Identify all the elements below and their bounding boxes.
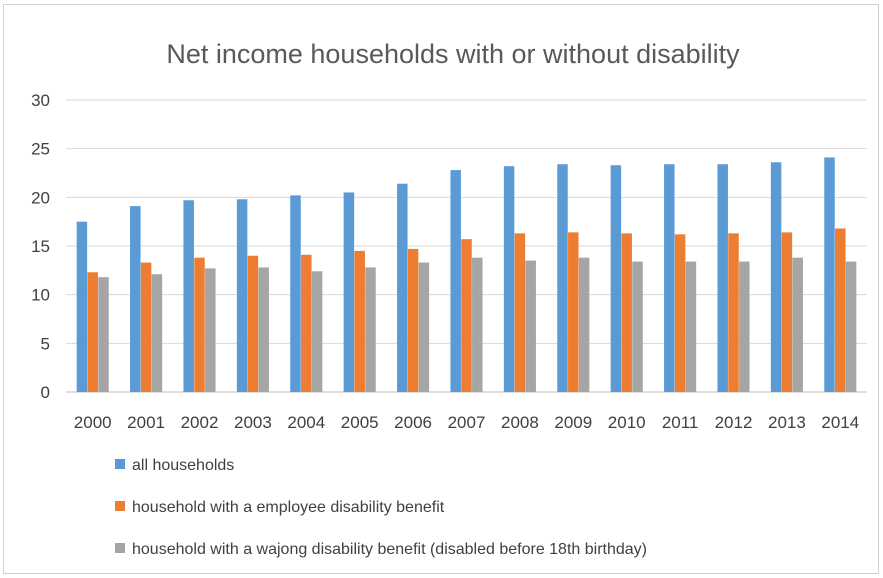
y-tick-label: 25 — [31, 140, 50, 159]
bar-2-2010 — [621, 233, 632, 392]
bar-1-2001 — [130, 206, 141, 392]
bar-2-2014 — [835, 228, 846, 392]
bar-1-2014 — [824, 157, 835, 392]
bar-3-2001 — [151, 274, 163, 392]
legend-swatch — [115, 501, 125, 511]
bar-2-2000 — [87, 272, 98, 392]
bar-1-2000 — [76, 221, 88, 392]
y-tick-label: 15 — [31, 237, 50, 256]
bar-3-2004 — [311, 271, 323, 392]
bar-1-2005 — [343, 192, 355, 392]
bar-3-2006 — [418, 262, 430, 392]
bar-1-2006 — [397, 183, 408, 392]
legend-label: household with a employee disability ben… — [132, 499, 445, 516]
bar-2-2001 — [140, 262, 152, 392]
x-axis: 2000 2001 2002 2003 2004 2005 2006 2007 2008 2009… — [74, 413, 859, 432]
bar-3-2009 — [578, 257, 590, 392]
x-tick-label: 2005 — [341, 413, 379, 432]
bar-2-2013 — [781, 232, 793, 392]
x-tick-label: 2000 — [74, 413, 112, 432]
bar-3-2000 — [98, 277, 109, 392]
y-tick-label: 10 — [31, 286, 50, 305]
bar-2-2003 — [247, 255, 259, 392]
legend-swatch — [115, 543, 125, 553]
bar-3-2010 — [632, 261, 643, 392]
x-tick-label: 2006 — [394, 413, 432, 432]
x-tick-label: 2011 — [662, 413, 699, 432]
y-tick-label: 30 — [31, 91, 50, 110]
y-tick-label: 20 — [31, 188, 50, 207]
x-tick-label: 2003 — [234, 413, 272, 432]
bar-1-2009 — [557, 164, 568, 392]
x-tick-label: 2009 — [554, 413, 592, 432]
bar-3-2014 — [845, 261, 857, 392]
x-tick-label: 2004 — [287, 413, 325, 432]
y-axis: 0 5 10 15 20 25 30 — [31, 91, 50, 402]
bar-3-2008 — [525, 260, 536, 392]
legend-label: all households — [132, 457, 234, 474]
bar-1-2008 — [503, 166, 515, 392]
bar-3-2003 — [258, 267, 269, 392]
chart-frame: Net income households with or without di… — [3, 4, 879, 574]
bar-1-2013 — [770, 162, 782, 392]
bar-2-2004 — [301, 254, 312, 392]
x-tick-label: 2008 — [501, 413, 539, 432]
bar-1-2002 — [183, 200, 194, 392]
y-tick-label: 5 — [41, 334, 50, 353]
x-tick-label: 2012 — [715, 413, 753, 432]
bar-2-2006 — [407, 248, 419, 392]
x-tick-label: 2013 — [768, 413, 806, 432]
bar-1-2012 — [717, 164, 728, 392]
chart-svg: Net income households with or without di… — [31, 39, 867, 558]
x-tick-label: 2007 — [448, 413, 486, 432]
legend: all households household with a employee … — [115, 457, 647, 558]
y-tick-label: 0 — [41, 383, 50, 402]
bar-3-2007 — [472, 257, 483, 392]
bar-2-2012 — [728, 233, 739, 392]
chart-title: Net income households with or without di… — [166, 39, 740, 69]
bar-2-2007 — [461, 239, 472, 392]
bars — [76, 157, 857, 392]
x-tick-label: 2002 — [181, 413, 219, 432]
bar-2-2008 — [514, 233, 526, 392]
bar-3-2011 — [685, 261, 697, 392]
bar-3-2012 — [739, 261, 750, 392]
bar-1-2010 — [610, 165, 622, 392]
bar-2-2005 — [354, 250, 365, 392]
legend-label: household with a wajong disability benef… — [132, 541, 647, 558]
bar-3-2013 — [792, 257, 803, 392]
x-tick-label: 2014 — [821, 413, 859, 432]
bar-3-2005 — [365, 267, 376, 392]
bar-1-2004 — [290, 195, 301, 392]
bar-2-2009 — [568, 232, 579, 392]
x-tick-label: 2001 — [127, 413, 165, 432]
bar-1-2007 — [450, 170, 461, 392]
bar-1-2011 — [664, 164, 675, 392]
x-tick-label: 2010 — [608, 413, 646, 432]
bar-1-2003 — [236, 199, 248, 392]
legend-swatch — [115, 459, 125, 469]
bar-2-2011 — [674, 234, 686, 392]
bar-3-2002 — [205, 268, 216, 392]
bar-2-2002 — [194, 257, 205, 392]
